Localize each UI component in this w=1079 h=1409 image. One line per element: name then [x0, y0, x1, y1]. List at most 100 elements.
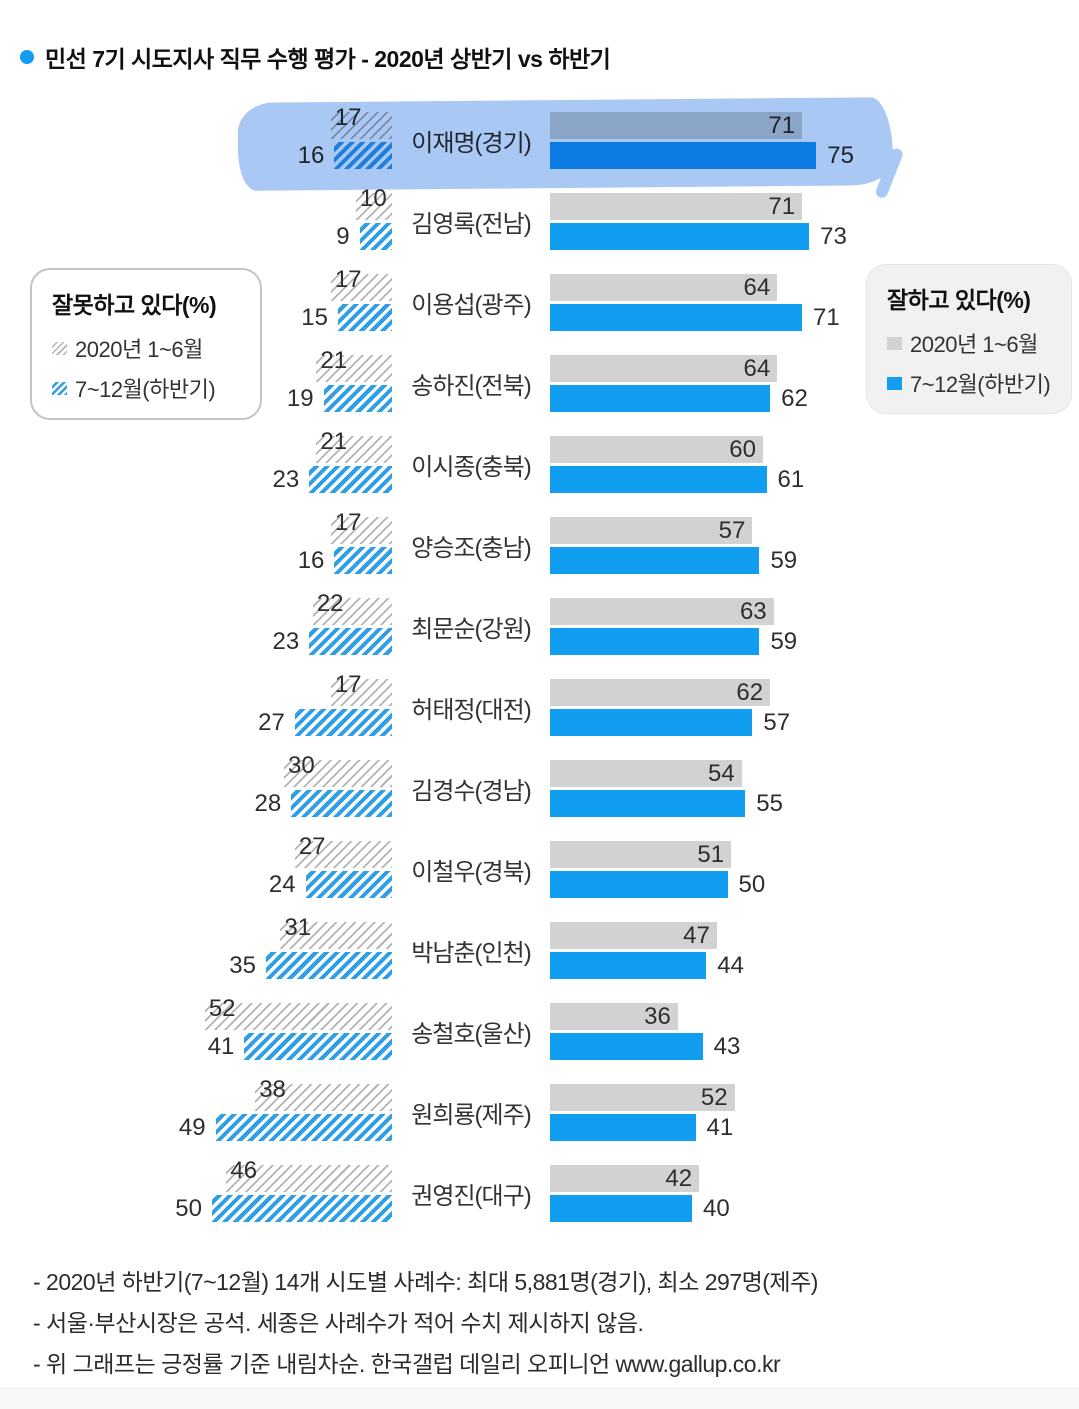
bar-negative-h1: 38 — [255, 1076, 392, 1111]
governor-label: 박남춘(인천) — [411, 940, 531, 967]
value-label-positive-h2: 71 — [813, 304, 840, 331]
bar-positive-h2: 40 — [550, 1195, 730, 1222]
legend-positive-title: 잘하고 있다(%) — [887, 287, 1031, 313]
negative-bars: 17 16 — [0, 509, 392, 574]
bar-positive-h1: 64 — [550, 274, 778, 301]
footnote-line: - 위 그래프는 긍정률 기준 내림차순. 한국갤럽 데일리 오피니언 www.… — [33, 1351, 781, 1377]
bar-negative-h2: 15 — [301, 304, 392, 331]
bullet-dot-icon — [20, 50, 34, 64]
chart-row: 21 19 송하진(전북) 64 62 — [0, 347, 1079, 412]
positive-bars: 64 71 — [550, 274, 1079, 331]
chart-row: 52 41 송철호(울산) 36 43 — [0, 995, 1079, 1060]
bar-positive-h2: 73 — [550, 223, 847, 250]
value-label-positive-h2: 75 — [827, 142, 854, 169]
chart-title: 민선 7기 시도지사 직무 수행 평가 - 2020년 상반기 vs 하반기 — [45, 46, 611, 72]
value-label-negative-h2: 50 — [175, 1195, 202, 1222]
bar-positive-h1: 51 — [550, 841, 732, 868]
value-label-negative-h1: 27 — [298, 833, 326, 860]
bar-negative-h1: 27 — [294, 833, 392, 868]
bar-negative-h2: 27 — [258, 709, 392, 736]
positive-bars: 36 43 — [550, 1003, 1079, 1060]
positive-bars: 71 73 — [550, 193, 1079, 250]
bar-negative-h2: 19 — [287, 385, 392, 412]
legend-label: 2020년 1~6월 — [910, 332, 1038, 357]
governor-label: 권영진(대구) — [411, 1183, 531, 1210]
footnote-line: - 서울·부산시장은 공석. 세종은 사례수가 적어 수치 제시하지 않음. — [33, 1310, 644, 1336]
governor-label: 이재명(경기) — [411, 130, 531, 157]
positive-bars: 62 57 — [550, 679, 1079, 736]
legend-item-negative-h1: 2020년 1~6월 — [52, 332, 240, 364]
value-label-positive-h1: 54 — [707, 760, 735, 787]
bar-positive-h2: 75 — [550, 142, 854, 169]
legend-item-negative-h2: 7~12월(하반기) — [52, 372, 240, 404]
value-label-positive-h1: 64 — [743, 274, 771, 301]
value-label-negative-h2: 24 — [268, 871, 296, 898]
value-label-negative-h2: 15 — [301, 304, 328, 331]
bar-positive-h2: 43 — [550, 1033, 740, 1060]
chart-row: 22 23 최문순(강원) 63 59 — [0, 590, 1079, 655]
bar-positive-h2: 41 — [550, 1114, 733, 1141]
value-label-positive-h2: 59 — [770, 628, 798, 655]
value-label-positive-h2: 73 — [820, 223, 847, 250]
value-label-positive-h1: 60 — [729, 436, 756, 463]
legend-label: 7~12월(하반기) — [910, 372, 1051, 397]
value-label-positive-h1: 51 — [697, 841, 725, 868]
chart-row: 38 49 원희룡(제주) 52 41 — [0, 1076, 1079, 1141]
bar-negative-h2: 24 — [269, 871, 392, 898]
bar-negative-h2: 28 — [255, 790, 392, 817]
positive-bars: 52 41 — [550, 1084, 1079, 1141]
solid-gray-swatch-icon — [887, 336, 902, 350]
bar-negative-h2: 23 — [273, 628, 392, 655]
value-label-negative-h1: 38 — [259, 1076, 286, 1103]
value-label-negative-h2: 23 — [272, 466, 300, 493]
value-label-positive-h2: 40 — [703, 1195, 730, 1222]
bar-positive-h2: 59 — [550, 547, 797, 574]
bar-negative-h2: 16 — [298, 142, 392, 169]
bar-positive-h2: 44 — [550, 952, 744, 979]
value-label-negative-h2: 19 — [286, 385, 314, 412]
bar-negative-h1: 30 — [284, 752, 392, 787]
governor-label: 송하진(전북) — [411, 373, 531, 400]
legend-negative-title: 잘못하고 있다(%) — [52, 292, 217, 318]
positive-bars: 42 40 — [550, 1165, 1079, 1222]
value-label-negative-h1: 17 — [334, 671, 362, 698]
negative-bars: 31 35 — [0, 914, 392, 979]
positive-bars: 47 44 — [550, 922, 1079, 979]
negative-bars: 27 24 — [0, 833, 392, 898]
chart-row: 30 28 김경수(경남) 54 55 — [0, 752, 1079, 817]
bar-negative-h1: 31 — [280, 914, 392, 949]
governor-label: 송철호(울산) — [411, 1021, 531, 1048]
value-label-negative-h1: 21 — [320, 347, 348, 374]
positive-bars: 57 59 — [550, 517, 1079, 574]
governor-label: 허태정(대전) — [411, 697, 531, 724]
bar-negative-h2: 50 — [175, 1195, 392, 1222]
chart-row: 17 16 양승조(충남) 57 59 — [0, 509, 1079, 574]
value-label-positive-h1: 47 — [683, 922, 710, 949]
chart-row: 46 50 권영진(대구) 42 40 — [0, 1157, 1079, 1222]
solid-blue-swatch-icon — [887, 376, 902, 390]
value-label-negative-h1: 17 — [334, 104, 362, 131]
chart-row: 27 24 이철우(경북) 51 50 — [0, 833, 1079, 898]
positive-bars: 64 62 — [550, 355, 1079, 412]
value-label-positive-h1: 42 — [665, 1165, 693, 1192]
negative-bars: 17 16 — [0, 104, 392, 169]
bar-positive-h2: 62 — [550, 385, 808, 412]
value-label-negative-h1: 17 — [334, 266, 362, 293]
bar-negative-h1: 17 — [330, 509, 392, 544]
bar-negative-h2: 16 — [298, 547, 392, 574]
legend-item-positive-h2: 7~12월(하반기) — [887, 367, 1051, 399]
negative-bars: 38 49 — [0, 1076, 392, 1141]
value-label-positive-h1: 57 — [718, 517, 746, 544]
bar-negative-h1: 22 — [312, 590, 392, 625]
bar-positive-h2: 57 — [550, 709, 790, 736]
negative-bars: 17 15 — [0, 266, 392, 331]
positive-bars: 51 50 — [550, 841, 1079, 898]
governor-label: 최문순(강원) — [411, 616, 531, 643]
value-label-negative-h2: 23 — [272, 628, 300, 655]
governor-label: 양승조(충남) — [411, 535, 531, 562]
bar-positive-h1: 47 — [550, 922, 717, 949]
value-label-negative-h1: 21 — [320, 428, 348, 455]
value-label-negative-h2: 35 — [229, 952, 256, 979]
bar-negative-h1: 17 — [330, 266, 392, 301]
value-label-negative-h1: 30 — [288, 752, 315, 779]
